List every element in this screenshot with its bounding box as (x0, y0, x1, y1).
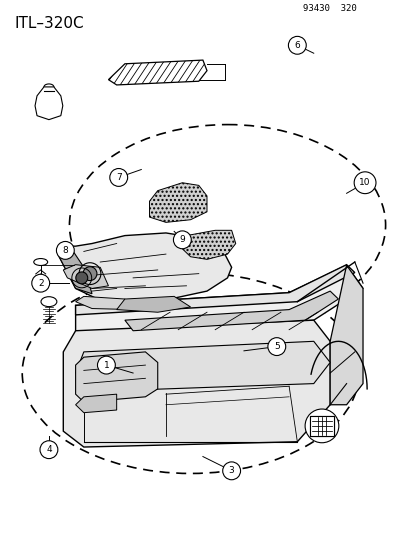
FancyBboxPatch shape (309, 416, 333, 436)
Circle shape (304, 409, 338, 443)
Polygon shape (76, 265, 362, 336)
Text: 1: 1 (103, 361, 109, 369)
Polygon shape (76, 265, 354, 315)
Circle shape (173, 231, 191, 249)
Polygon shape (76, 394, 116, 413)
Polygon shape (63, 320, 330, 447)
Circle shape (222, 462, 240, 480)
Circle shape (40, 441, 58, 458)
Text: ITL–320C: ITL–320C (14, 16, 83, 31)
Polygon shape (149, 183, 206, 222)
Polygon shape (108, 60, 206, 85)
Circle shape (56, 241, 74, 260)
Polygon shape (125, 291, 337, 331)
Polygon shape (59, 249, 92, 294)
Text: 4: 4 (46, 445, 52, 454)
Text: 3: 3 (228, 466, 234, 475)
Text: 2: 2 (38, 279, 43, 288)
Circle shape (76, 272, 88, 284)
Circle shape (267, 338, 285, 356)
Ellipse shape (41, 297, 57, 306)
Text: 10: 10 (358, 178, 370, 187)
Text: 6: 6 (294, 41, 299, 50)
Polygon shape (35, 87, 63, 119)
Circle shape (97, 356, 115, 374)
Text: 8: 8 (62, 246, 68, 255)
Polygon shape (182, 230, 235, 260)
Ellipse shape (44, 84, 54, 90)
Ellipse shape (34, 259, 47, 265)
Circle shape (288, 36, 306, 54)
Circle shape (353, 172, 375, 193)
Polygon shape (76, 352, 157, 402)
FancyBboxPatch shape (309, 416, 333, 436)
Text: 7: 7 (116, 173, 121, 182)
Text: 93430  320: 93430 320 (303, 4, 356, 12)
Text: 5: 5 (273, 342, 279, 351)
Circle shape (32, 274, 50, 292)
Polygon shape (63, 265, 108, 288)
Polygon shape (76, 296, 133, 310)
Circle shape (83, 266, 97, 280)
Polygon shape (59, 233, 231, 304)
Polygon shape (330, 265, 362, 405)
Text: 9: 9 (179, 235, 185, 244)
Polygon shape (76, 341, 330, 392)
Polygon shape (116, 296, 190, 312)
Circle shape (109, 168, 127, 187)
